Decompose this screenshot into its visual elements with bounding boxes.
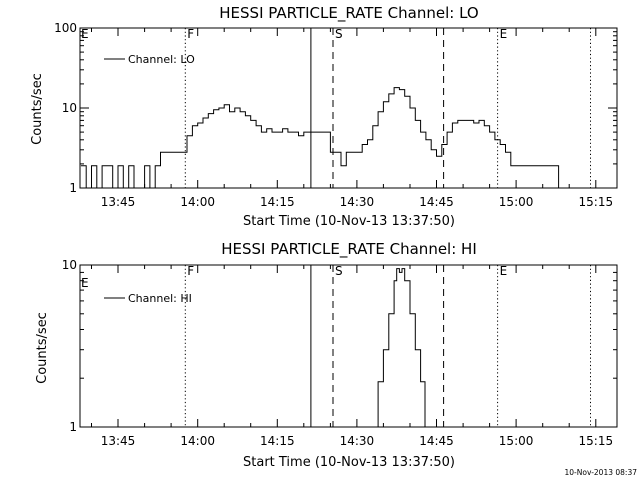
plot-frame [79,27,618,189]
x-tick-label: 14:30 [340,434,375,448]
chart-title: HESSI PARTICLE_RATE Channel: HI [221,240,477,259]
event-label: F [187,27,194,41]
event-label: S [335,27,343,41]
x-tick-label: 15:00 [499,195,534,209]
chart-marks: 13:45 14:00 14:15 14:30 14:45 15:00 15:15 1 10 10… [54,21,617,209]
legend-label: Channel: LO [128,53,195,66]
legend: Channel: LO [104,53,195,66]
event-label: E [500,27,508,41]
event-label: E [500,264,508,278]
corner-label-e: E [81,276,89,290]
chart-title: HESSI PARTICLE_RATE Channel: LO [219,4,478,23]
chart-marks: 13:45 14:00 14:15 14:30 14:45 15:00 15:15 1 10 F S… [62,258,617,448]
panel-hi: HESSI PARTICLE_RATE Channel: HI Start Ti… [35,240,618,470]
y-axis-label: Counts/sec [30,73,45,145]
y-tick-label: 1 [69,181,77,195]
y-tick-label: 10 [62,101,77,115]
legend-label: Channel: HI [128,292,192,305]
series-line [80,87,596,189]
y-tick-label: 10 [62,258,77,272]
x-tick-label: 14:00 [180,434,215,448]
x-tick-label: 14:15 [260,195,295,209]
x-tick-label: 13:45 [101,434,136,448]
x-tick-label: 14:30 [340,195,375,209]
plot-frame [79,264,618,428]
x-tick-label: 14:45 [419,195,454,209]
y-axis-label: Counts/sec [35,312,50,384]
x-axis-label: Start Time (10-Nov-13 13:37:50) [243,214,455,229]
x-tick-label: 15:15 [579,195,614,209]
timestamp-footer: 10-Nov-2013 08:37 [565,468,638,477]
corner-label-e: E [81,27,89,41]
legend: Channel: HI [104,292,192,305]
x-tick-label: 13:45 [101,195,136,209]
x-tick-label: 14:15 [260,434,295,448]
x-tick-label: 14:00 [180,195,215,209]
x-tick-label: 15:15 [579,434,614,448]
y-tick-label: 1 [69,420,77,434]
y-tick-label: 100 [54,21,77,35]
series-line [374,268,431,428]
x-tick-label: 14:45 [419,434,454,448]
x-axis-label: Start Time (10-Nov-13 13:37:50) [243,455,455,470]
x-tick-label: 15:00 [499,434,534,448]
event-label: F [187,264,194,278]
event-label: S [335,264,343,278]
panel-lo: HESSI PARTICLE_RATE Channel: LO Start Ti… [30,4,618,229]
